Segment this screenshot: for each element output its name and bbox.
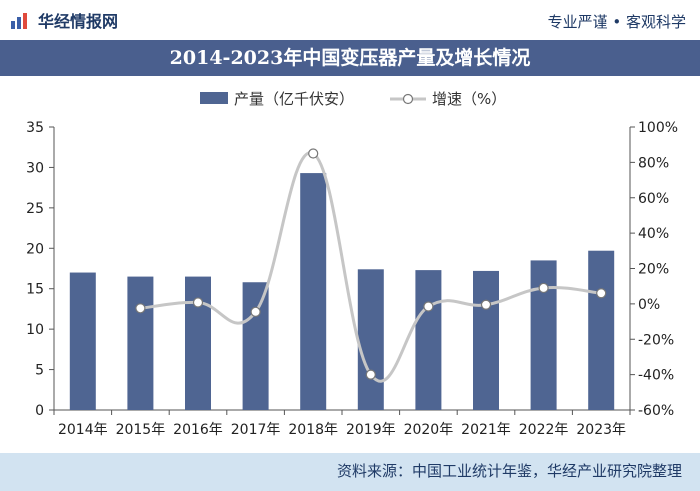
bar: [300, 173, 327, 410]
legend-line-label: 增速（%）: [432, 90, 506, 108]
bar: [357, 269, 384, 410]
legend-bar-swatch: [200, 92, 228, 104]
bar: [415, 270, 442, 410]
chart-title: 2014-2023年中国变压器产量及增长情况: [169, 47, 531, 69]
y-right-tick-label: 40%: [638, 226, 669, 242]
y-left-tick-label: 25: [26, 201, 44, 217]
y-right-tick-label: -60%: [638, 403, 674, 419]
y-left-tick-label: 15: [26, 282, 44, 298]
bar: [473, 270, 499, 410]
y-right-tick-label: -20%: [638, 332, 674, 348]
y-left-tick-label: 10: [26, 322, 44, 338]
bar: [127, 276, 154, 410]
growth-point: [192, 297, 204, 308]
legend-bar-label: 产量（亿千伏安）: [234, 90, 354, 108]
legend-line-marker: [402, 93, 414, 105]
bar: [530, 260, 557, 410]
x-tick-label: 2015年: [116, 422, 166, 438]
bar: [588, 250, 615, 410]
x-tick-label: 2023年: [576, 422, 626, 438]
growth-point: [423, 301, 434, 312]
bar: [185, 276, 211, 410]
y-left-tick-label: 0: [35, 403, 44, 419]
growth-point: [135, 303, 146, 314]
growth-line: [140, 151, 602, 383]
y-right-tick-label: 80%: [638, 155, 669, 171]
tagline: 专业严谨 • 客观科学: [547, 13, 686, 31]
y-left-tick-label: 20: [26, 241, 44, 257]
footer-bar: [0, 453, 700, 491]
bar-chart-logo-icon: [11, 13, 27, 29]
x-tick-label: 2019年: [346, 422, 396, 438]
y-right-tick-label: 100%: [638, 120, 678, 136]
growth-point: [538, 282, 549, 294]
y-right-tick-label: 20%: [638, 262, 669, 278]
y-right-tick-label: 0%: [638, 297, 660, 313]
growth-point: [308, 148, 319, 159]
x-tick-label: 2021年: [461, 422, 511, 438]
x-tick-label: 2017年: [231, 422, 281, 438]
y-left-tick-label: 30: [26, 160, 44, 176]
x-tick-label: 2014年: [58, 422, 108, 438]
title-bar: [0, 40, 700, 76]
brand-name: 华经情报网: [38, 12, 119, 31]
chart-area: 产量（亿千伏安） 增速（%） 0 5 10 15 20 25 30 35 -60% -40% -20% 0…: [0, 76, 700, 453]
growth-point: [596, 288, 607, 299]
y-right-tick-label: 60%: [638, 191, 669, 207]
y-right-tick-label: -40%: [638, 368, 674, 384]
y-left-tick-label: 35: [26, 120, 44, 136]
x-tick-label: 2020年: [404, 422, 454, 438]
y-left-tick-label: 5: [35, 363, 44, 379]
bar: [69, 272, 96, 410]
top-bar: 华经情报网 专业严谨 • 客观科学: [0, 0, 700, 40]
growth-point: [250, 306, 261, 317]
growth-point: [365, 369, 376, 380]
source-note: 资料来源：中国工业统计年鉴，华经产业研究院整理: [336, 462, 682, 480]
brand[interactable]: 华经情报网: [10, 9, 118, 31]
growth-point: [480, 299, 492, 310]
x-tick-label: 2018年: [288, 422, 338, 438]
x-tick-label: 2016年: [173, 422, 223, 438]
bar: [242, 282, 269, 410]
chart-svg: 产量（亿千伏安） 增速（%） 0 5 10 15 20 25 30 35 -60% -40% -20% 0…: [26, 90, 678, 438]
x-tick-label: 2022年: [519, 422, 569, 438]
